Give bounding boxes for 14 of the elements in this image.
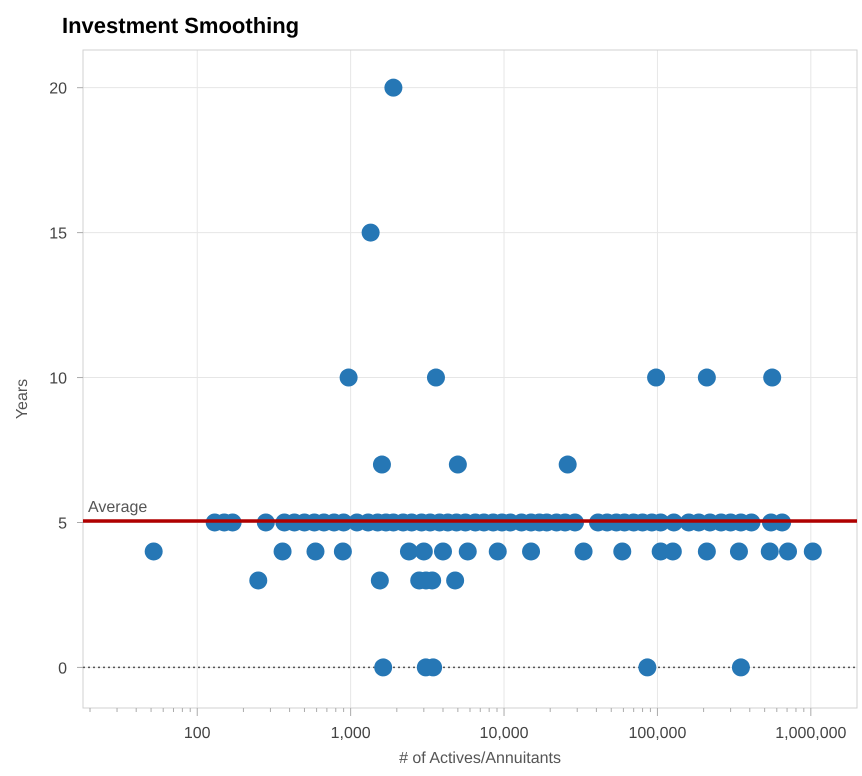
y-tick-label: 0: [58, 660, 68, 678]
x-axis-title: # of Actives/Annuitants: [399, 750, 561, 767]
x-tick-label: 10,000: [480, 725, 529, 742]
x-tick-label: 1,000: [330, 725, 371, 742]
y-tick-label: 10: [49, 370, 68, 388]
chart-title: Investment Smoothing: [62, 13, 300, 38]
x-tick-label: 100,000: [628, 725, 686, 742]
y-tick-label: 20: [49, 80, 68, 98]
x-tick-label: 100: [184, 725, 211, 742]
x-tick-label: 1,000,000: [775, 725, 847, 742]
ref-line-label: Average: [88, 499, 148, 516]
y-tick-label: 15: [49, 226, 68, 243]
y-axis-title: Years: [14, 378, 31, 420]
y-tick-label: 5: [58, 515, 68, 532]
